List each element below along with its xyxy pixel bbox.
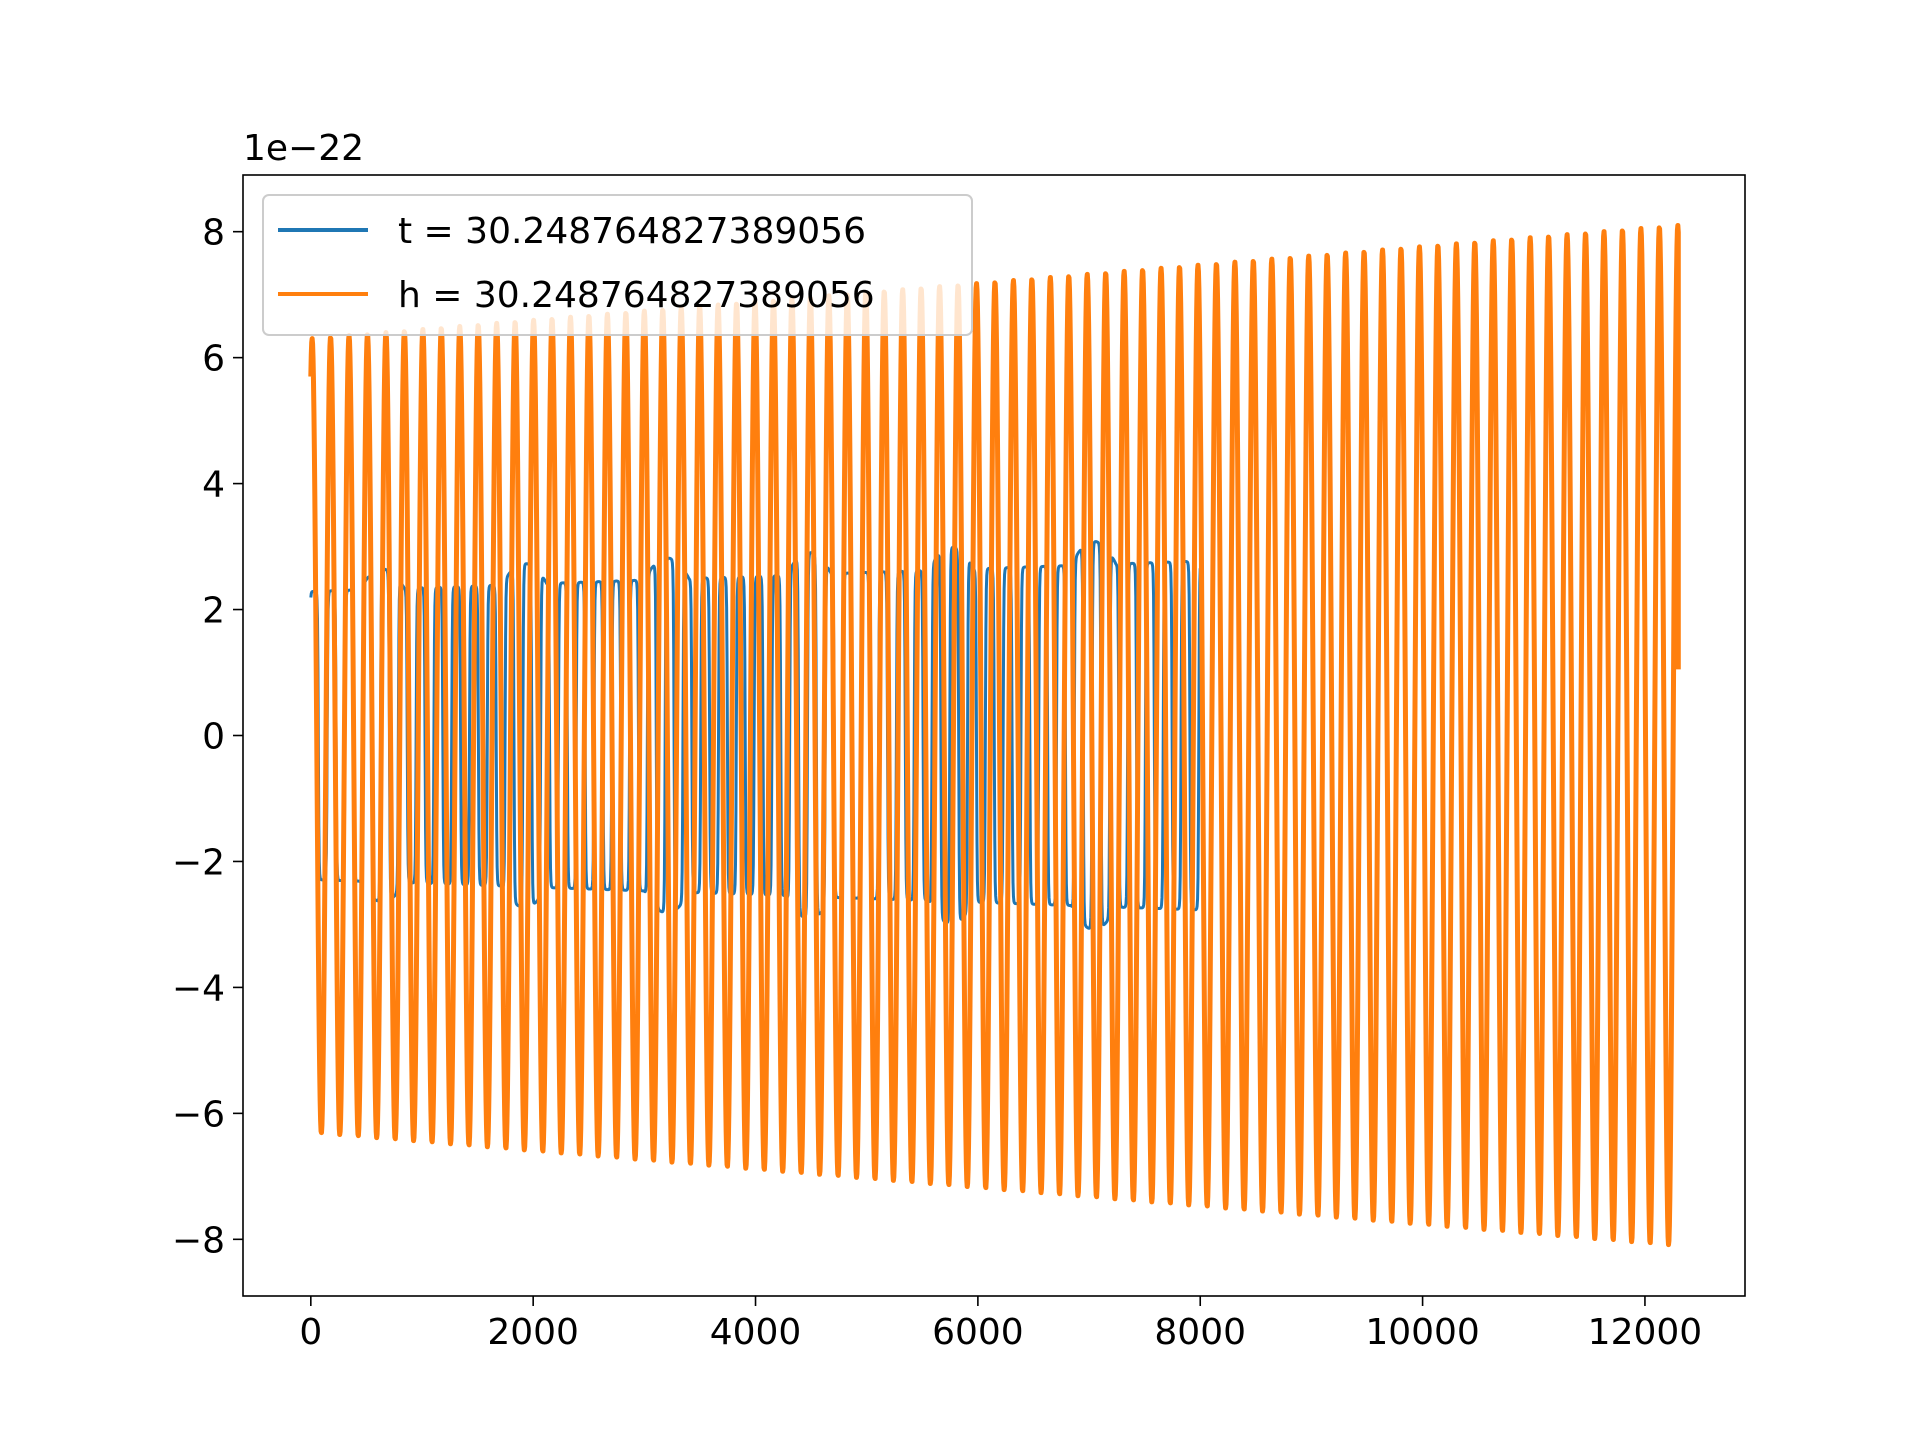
x-tick-label: 4000 <box>710 1312 802 1353</box>
legend-label-h: h = 30.248764827389056 <box>398 275 875 316</box>
y-tick-label: 8 <box>202 213 225 254</box>
y-tick-label: 6 <box>202 339 225 380</box>
y-offset-label: 1e−22 <box>243 128 364 169</box>
series-layer <box>308 222 1681 1248</box>
legend-box <box>262 194 973 336</box>
x-tick-label: 0 <box>299 1312 322 1353</box>
y-tick-label: −6 <box>172 1094 225 1135</box>
legend: t = 30.248764827389056 h = 30.2487648273… <box>262 194 973 336</box>
x-tick-label: 10000 <box>1365 1312 1480 1353</box>
y-tick-label: −8 <box>172 1220 225 1261</box>
x-tick-label: 8000 <box>1154 1312 1246 1353</box>
y-axis: −8 −6 −4 −2 0 2 4 6 8 <box>172 213 243 1261</box>
y-tick-label: 2 <box>202 591 225 632</box>
x-tick-label: 12000 <box>1588 1312 1703 1353</box>
y-tick-label: −2 <box>172 842 225 883</box>
series-line-t <box>309 540 1202 930</box>
series-line-h <box>308 222 1681 1248</box>
y-tick-label: 0 <box>202 717 225 758</box>
x-tick-label: 2000 <box>487 1312 579 1353</box>
y-tick-label: −4 <box>172 968 225 1009</box>
x-axis: 0 2000 4000 6000 8000 10000 12000 <box>299 1296 1702 1353</box>
y-tick-label: 4 <box>202 465 225 506</box>
legend-label-t: t = 30.248764827389056 <box>398 211 866 252</box>
x-tick-label: 6000 <box>932 1312 1024 1353</box>
